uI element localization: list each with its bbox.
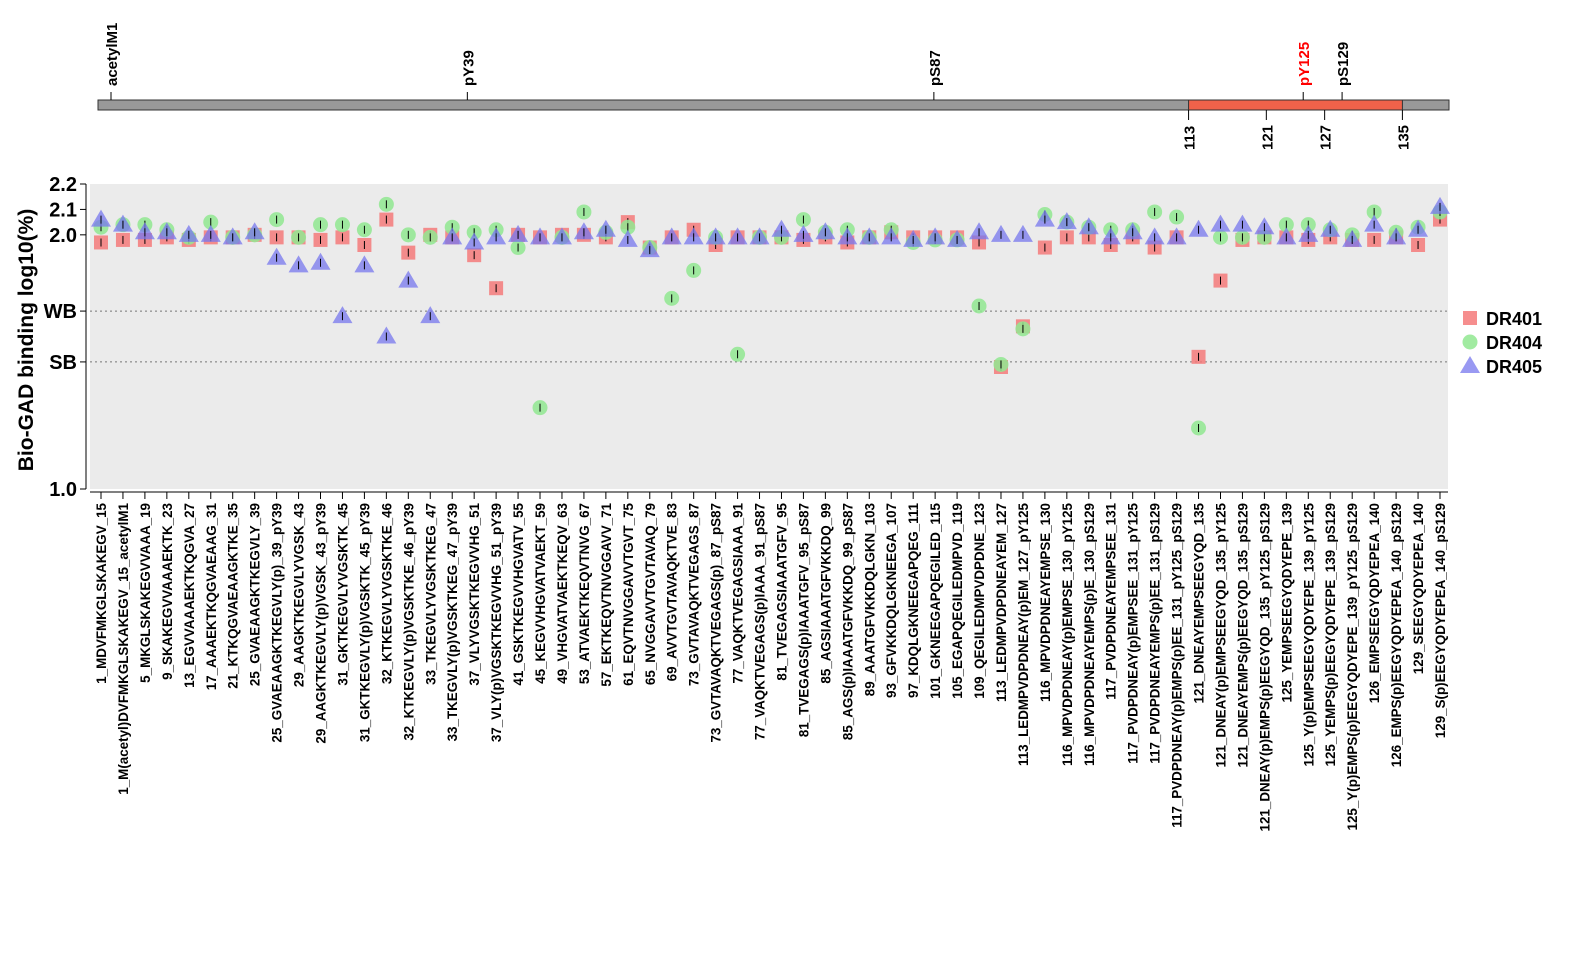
x-tick-label: 65_NVGGAVVTGVTAVAQ_79 [643, 503, 658, 685]
x-tick-label: 31_GKTKEGVLY(p)VGSKTK_45_pY39 [357, 503, 372, 742]
x-tick-label: 117_PVDPDNEAYEMPSEE_131 [1104, 502, 1119, 699]
modification-label: pS87 [927, 50, 944, 86]
y-tick-label: 2.2 [49, 174, 77, 196]
y-tick-label: 2.0 [49, 225, 77, 247]
x-tick-label: 85_AGS(p)IAAATGFVKKDQ_99_pS87 [840, 503, 855, 740]
x-tick-label: 117_PVDPDNEAYEMPS(p)EE_131_pS129 [1148, 503, 1163, 764]
x-tick-label: 117_PVDPDNEAY(p)EMPSEE_131_pY125 [1126, 502, 1141, 763]
region-tick-label: 113 [1182, 126, 1199, 150]
legend-label-dr404: DR404 [1486, 333, 1542, 353]
x-tick-label: 17_AAAEKTKQGVAEAAG_31 [204, 502, 219, 690]
region-tick-label: 135 [1395, 125, 1412, 150]
x-tick-label: 101_GKNEEGAPQEGILED_115 [928, 502, 943, 698]
legend-label-dr405: DR405 [1486, 357, 1542, 377]
x-tick-label: 81_TVEGAGS(p)IAAATGFV_95_pS87 [796, 503, 811, 737]
protein-bar [97, 99, 1450, 111]
x-tick-label: 93_GFVKKDQLGKNEEGA_107 [884, 503, 899, 698]
y-tick-label: SB [49, 352, 77, 374]
x-tick-label: 1_M(acetyl)DVFMKGLSKAKEGV_15_acetylM1 [116, 502, 131, 794]
x-tick-label: 37_VLYVGSKTKEGVVHG_51 [467, 502, 482, 685]
x-tick-label: 126_EMPS(p)EEGYQDYEPEA_140_pS129 [1389, 503, 1404, 767]
x-tick-label: 32_KTKEGVLYVGSKTKE_46 [379, 503, 394, 684]
x-tick-label: 49_VHGVATVAEKTKEQV_63 [555, 503, 570, 684]
x-tick-label: 57_EKTKEQVTNVGGAVV_71 [599, 502, 614, 686]
modification-label: pY39 [460, 50, 477, 86]
x-tick-label: 29_AAGKTKEGVLY(p)VGSK_43_pY39 [314, 503, 329, 744]
series-dr405 [91, 196, 1450, 344]
x-tick-label: 61_EQVTNVGGAVVTGVT_75 [621, 502, 636, 685]
x-tick-label: 77_VAQKTVEGAGS(p)IAAA_91_pS87 [753, 503, 768, 740]
region-tick-label: 121 [1259, 125, 1276, 150]
x-tick-label: 45_KEGVVHGVATVAEKT_59 [533, 503, 548, 684]
x-tick-label: 125_YEMPSEEGYQDYEPE_139 [1279, 503, 1294, 702]
legend-marker-dr404 [1462, 334, 1478, 350]
x-tick-label: 117_PVDPDNEAY(p)EMPS(p)EE_131_pY125_pS12… [1170, 503, 1185, 828]
x-tick-label: 41_GSKTKEGVVHGVATV_55 [511, 502, 526, 685]
region-tick-label: 127 [1318, 125, 1335, 150]
x-tick-label: 5_MKGLSKAKEGVVAAA_19 [138, 503, 153, 683]
plot-area: 1.0 SB WB 2.0 2.1 2.2 1_MDVFMKGLSKAKEGV_15 1_M(… [44, 174, 1450, 831]
x-tick-label: 9_SKAKEGVVAAAEKTK_23 [160, 503, 175, 680]
x-tick-label: 77_VAQKTVEGAGSIAAA_91 [731, 502, 746, 683]
y-axis-label: Bio-GAD binding log10(%) [15, 209, 38, 471]
y-tick-label: WB [44, 301, 77, 323]
x-tick-label: 32_KTKEGVLY(p)VGSKTKE_46_pY39 [401, 503, 416, 741]
y-tick-label: 1.0 [49, 479, 77, 501]
x-tick-label: 31_GKTKEGVLYVGSKTK_45 [335, 502, 350, 685]
y-tick-label: 2.1 [49, 199, 77, 221]
x-tick-label: 121_DNEAYEMPS(p)EEGYQD_135_pS129 [1235, 503, 1250, 767]
x-tick-label: 25_GVAEAAGKTKEGVLY(p)_39_pY39 [270, 503, 285, 743]
legend-marker-dr401 [1463, 311, 1477, 325]
x-tick-label: 116_MPVDPDNEAY(p)EMPSE_130_pY125 [1060, 502, 1075, 766]
x-tick-label: 13_EGVVAAAEKTKQGVA_27 [182, 503, 197, 688]
x-tick-label: 121_DNEAY(p)EMPS(p)EEGYQD_135_pY125_pS12… [1257, 503, 1272, 831]
x-tick-label: 125_Y(p)EMPSEEGYQDYEPE_139_pY125 [1301, 502, 1316, 766]
x-tick-label: 29_AAGKTKEGVLYVGSK_43 [292, 503, 307, 687]
x-tick-label: 105_EGAPQEGILEDMPVD_119 [950, 503, 965, 699]
x-tick-label: 97_KDQLGKNEEGAPQEG_111 [906, 502, 921, 698]
region-highlight [1188, 99, 1403, 111]
x-tick-label: 85_AGSIAAATGFVKKDQ_99 [818, 503, 833, 684]
x-tick-label: 125_YEMPS(p)EEGYQDYEPE_139_pS129 [1323, 503, 1338, 766]
x-tick-label: 116_MPVDPDNEAYEMPS(p)E_130_pS129 [1082, 503, 1097, 766]
x-tick-label: 37_VLY(p)VGSKTKEGVVHG_51_pY39 [489, 503, 504, 742]
x-tick-label: 129_S(p)EEGYQDYEPEA_140_pS129 [1433, 503, 1448, 738]
x-tick-label: 33_TKEGVLYVGSKTKEG_47 [423, 503, 438, 685]
legend-label-dr401: DR401 [1486, 309, 1542, 329]
x-tick-label: 73_GVTAVAQKTVEGAGS(p)_87_pS87 [709, 503, 724, 743]
x-tick-label: 109_QEGILEDMPVDPDNE_123 [972, 503, 987, 699]
x-tick-label: 25_GVAEAAGKTKEGVLY_39 [248, 503, 263, 686]
modification-label: acetylM1 [104, 23, 121, 86]
x-tick-label: 33_TKEGVLY(p)VGSKTKEG_47_pY39 [445, 503, 460, 741]
x-tick-label: 69_AVVTGVTAVAQKTVE_83 [665, 503, 680, 681]
x-tick-label: 116_MPVDPDNEAYEMPSE_130 [1038, 503, 1053, 702]
protein-map: acetylM1 pY39 pS87 pY125 pS129 113 121 127 135 [97, 23, 1450, 150]
x-tick-label: 89_AAATGFVKKDQLGKN_103 [862, 503, 877, 696]
x-tick-label: 53_ATVAEKTKEQVTNVG_67 [577, 503, 592, 684]
modification-label: pS129 [1335, 42, 1352, 86]
x-tick-label: 113_LEDMPVDPDNEAY(p)EM_127_pY125 [1016, 502, 1031, 766]
x-tick-label: 1_MDVFMKGLSKAKEGV_15 [94, 502, 109, 683]
legend-marker-dr405 [1460, 356, 1480, 373]
x-tick-label: 81_TVEGAGSIAAATGFV_95 [774, 502, 789, 680]
x-tick-label: 129_SEEGYQDYEPEA_140 [1411, 503, 1426, 674]
x-tick-label: 21_KTKQGVAEAAGKTKE_35 [226, 502, 241, 688]
x-tick-label: 125_Y(p)EMPS(p)EEGYQDYEPE_139_pY125_pS12… [1345, 503, 1360, 830]
x-tick-label: 113_LEDMPVDPDNEAYEM_127 [994, 503, 1009, 702]
x-tick-label: 73_GVTAVAQKTVEGAGS_87 [687, 503, 702, 686]
x-tick-label: 121_DNEAYEMPSEEGYQD_135 [1192, 502, 1207, 703]
legend: DR401 DR404 DR405 [1460, 309, 1542, 377]
x-tick-label: 126_EMPSEEGYQDYEPEA_140 [1367, 503, 1382, 703]
modification-label: pY125 [1296, 42, 1313, 86]
x-tick-label: 121_DNEAY(p)EMPSEEGYQD_135_pY125 [1213, 502, 1228, 767]
